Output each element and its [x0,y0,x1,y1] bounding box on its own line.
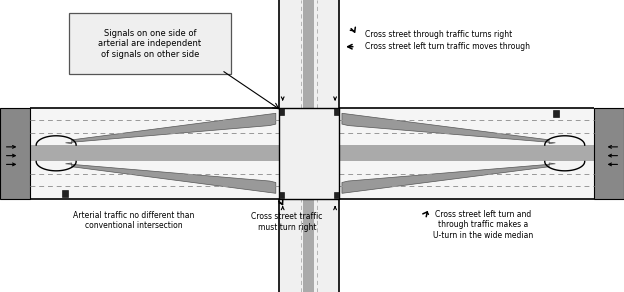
Bar [303,199,314,292]
Polygon shape [342,163,555,193]
Text: Cross street through traffic turns right: Cross street through traffic turns right [365,30,512,39]
Bar [339,145,624,161]
Text: Cross street left turn and
through traffic makes a
U-turn in the wide median: Cross street left turn and through traff… [434,210,534,240]
Bar [0,108,30,199]
Text: Cross street traffic
must turn right: Cross street traffic must turn right [251,212,323,232]
Bar [279,0,339,108]
Bar [0,108,624,199]
Bar [278,108,284,115]
Bar [553,110,559,117]
Polygon shape [66,163,276,193]
Text: Cross street left turn traffic moves through: Cross street left turn traffic moves thr… [365,42,530,51]
Bar [303,0,314,108]
Bar [334,192,339,198]
Bar [278,192,284,198]
Polygon shape [66,113,276,144]
FancyBboxPatch shape [69,13,231,74]
Text: Signals on one side of
arterial are independent
of signals on other side: Signals on one side of arterial are inde… [98,29,202,59]
Bar [279,108,339,199]
Bar [334,108,339,115]
Bar [62,190,67,197]
Text: Arterial traffic no different than
conventional intersection: Arterial traffic no different than conve… [74,211,195,230]
Polygon shape [342,113,555,144]
Bar [0,145,279,161]
Bar [594,108,624,199]
Bar [279,199,339,292]
